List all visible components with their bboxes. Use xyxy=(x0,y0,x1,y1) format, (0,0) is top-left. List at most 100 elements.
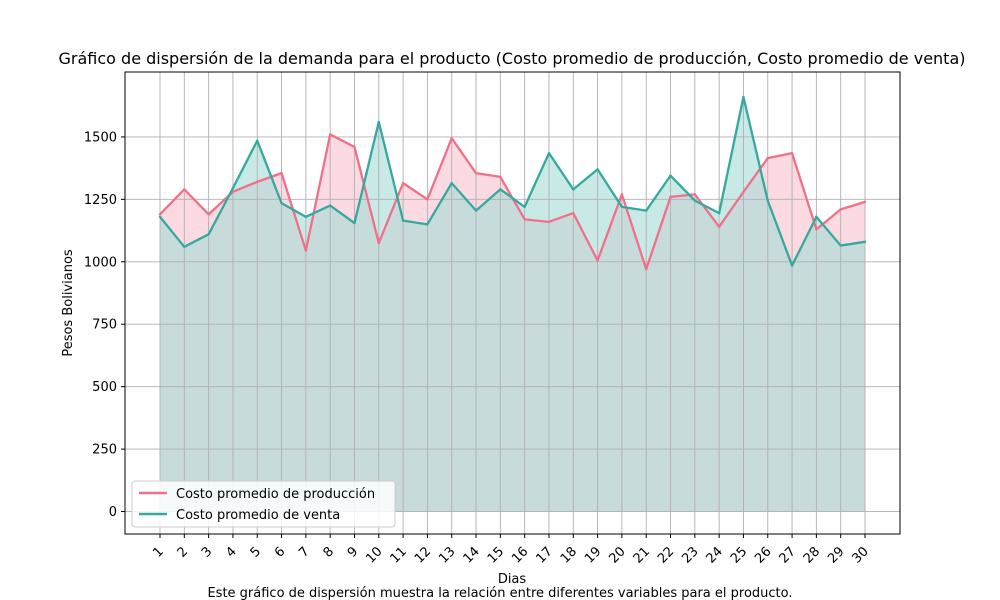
data-point-venta xyxy=(815,215,818,219)
chart-caption: Este gráfico de dispersión muestra la re… xyxy=(207,586,792,600)
data-point-produccion xyxy=(669,195,672,199)
data-point-venta xyxy=(474,209,478,212)
x-tick-label: 12 xyxy=(412,544,434,566)
x-tick-label: 9 xyxy=(345,544,361,560)
series-line-venta xyxy=(159,95,866,267)
y-tick-label: 500 xyxy=(92,380,117,395)
data-point-venta xyxy=(426,223,429,226)
data-point-produccion xyxy=(353,145,356,149)
x-tick-label: 15 xyxy=(485,544,507,566)
legend: Costo promedio de producción Costo prome… xyxy=(131,480,396,528)
data-point-venta xyxy=(620,205,624,209)
x-tick-label: 25 xyxy=(728,544,750,566)
x-axis-ticks: 1 2 3 4 5 6 7 8 9 10 11 12 13 14 15 16 17 18 19 20 21 22 23 24 2… xyxy=(150,534,872,567)
data-point-produccion xyxy=(183,188,186,191)
x-tick-label: 30 xyxy=(850,544,872,566)
y-tick-label: 1500 xyxy=(84,130,117,145)
x-tick-label: 10 xyxy=(363,544,385,566)
data-point-produccion xyxy=(693,193,697,196)
x-tick-label: 18 xyxy=(558,544,580,566)
x-tick-label: 24 xyxy=(704,544,726,566)
data-point-venta xyxy=(717,211,721,215)
data-point-venta xyxy=(596,168,599,171)
data-point-venta xyxy=(863,240,867,244)
data-point-venta xyxy=(353,221,356,225)
data-point-venta xyxy=(742,95,745,99)
data-point-venta xyxy=(693,199,697,202)
area-fill-venta xyxy=(160,96,865,512)
area-fills xyxy=(160,96,865,512)
data-point-venta xyxy=(231,186,235,190)
data-point-venta xyxy=(158,215,162,219)
data-point-produccion xyxy=(426,198,429,201)
data-point-produccion xyxy=(377,241,380,245)
x-tick-label: 7 xyxy=(296,544,312,560)
data-point-venta xyxy=(645,209,648,212)
data-point-produccion xyxy=(474,171,478,175)
x-tick-label: 23 xyxy=(679,544,701,566)
data-point-venta xyxy=(280,201,283,205)
data-point-produccion xyxy=(450,136,453,140)
data-point-produccion xyxy=(158,213,162,216)
y-tick-label: 1250 xyxy=(84,193,117,208)
x-tick-label: 29 xyxy=(825,544,847,566)
x-tick-label: 8 xyxy=(321,544,337,560)
data-point-produccion xyxy=(523,218,526,221)
x-tick-label: 17 xyxy=(533,544,555,566)
data-point-venta xyxy=(450,181,453,185)
data-point-venta xyxy=(523,205,526,209)
data-point-venta xyxy=(304,215,308,219)
series-lines xyxy=(158,95,867,271)
data-point-produccion xyxy=(596,259,599,262)
x-tick-label: 4 xyxy=(223,544,239,560)
x-tick-label: 13 xyxy=(436,544,458,566)
data-point-venta xyxy=(401,219,405,222)
data-point-produccion xyxy=(645,268,648,271)
plot-frame xyxy=(124,71,901,535)
y-tick-label: 250 xyxy=(92,443,117,458)
y-tick-label: 1000 xyxy=(84,255,117,270)
y-tick-label: 750 xyxy=(92,318,117,333)
data-point-venta xyxy=(766,199,769,202)
data-point-produccion xyxy=(280,171,283,175)
data-point-venta xyxy=(790,264,794,267)
x-tick-label: 16 xyxy=(509,544,531,566)
x-tick-label: 20 xyxy=(606,544,628,566)
x-tick-label: 19 xyxy=(582,544,604,566)
data-point-produccion xyxy=(790,151,794,155)
x-tick-label: 21 xyxy=(631,544,653,566)
data-point-venta xyxy=(183,245,186,249)
y-axis-ticks: 0 250 500 750 1000 1250 1500 xyxy=(84,130,125,520)
x-tick-label: 22 xyxy=(655,544,677,566)
data-point-venta xyxy=(377,120,380,124)
data-point-venta xyxy=(669,174,672,177)
data-point-produccion xyxy=(717,225,721,229)
data-point-produccion xyxy=(328,133,332,136)
data-point-produccion xyxy=(499,175,502,179)
x-tick-label: 5 xyxy=(248,544,264,560)
data-point-produccion xyxy=(207,213,210,216)
y-axis-title: Pesos Bolivianos xyxy=(61,249,76,357)
data-point-venta xyxy=(207,233,210,236)
data-point-produccion xyxy=(766,156,769,160)
x-tick-label: 28 xyxy=(801,544,823,566)
data-point-venta xyxy=(499,188,502,191)
data-point-produccion xyxy=(256,180,259,184)
data-point-produccion xyxy=(401,181,405,185)
data-point-produccion xyxy=(572,211,575,215)
x-tick-label: 26 xyxy=(752,544,774,566)
data-point-produccion xyxy=(304,249,308,252)
data-point-produccion xyxy=(742,190,745,194)
data-point-venta xyxy=(839,244,842,247)
chart-title: Gráfico de dispersión de la demanda para… xyxy=(59,49,966,68)
legend-box xyxy=(131,480,396,528)
data-point-venta xyxy=(572,188,575,191)
data-point-venta xyxy=(328,204,332,207)
x-tick-label: 6 xyxy=(272,544,288,560)
data-point-produccion xyxy=(620,193,624,196)
x-tick-label: 14 xyxy=(461,544,483,566)
x-tick-label: 27 xyxy=(777,544,799,566)
x-tick-label: 11 xyxy=(388,544,410,566)
data-point-produccion xyxy=(839,208,842,211)
